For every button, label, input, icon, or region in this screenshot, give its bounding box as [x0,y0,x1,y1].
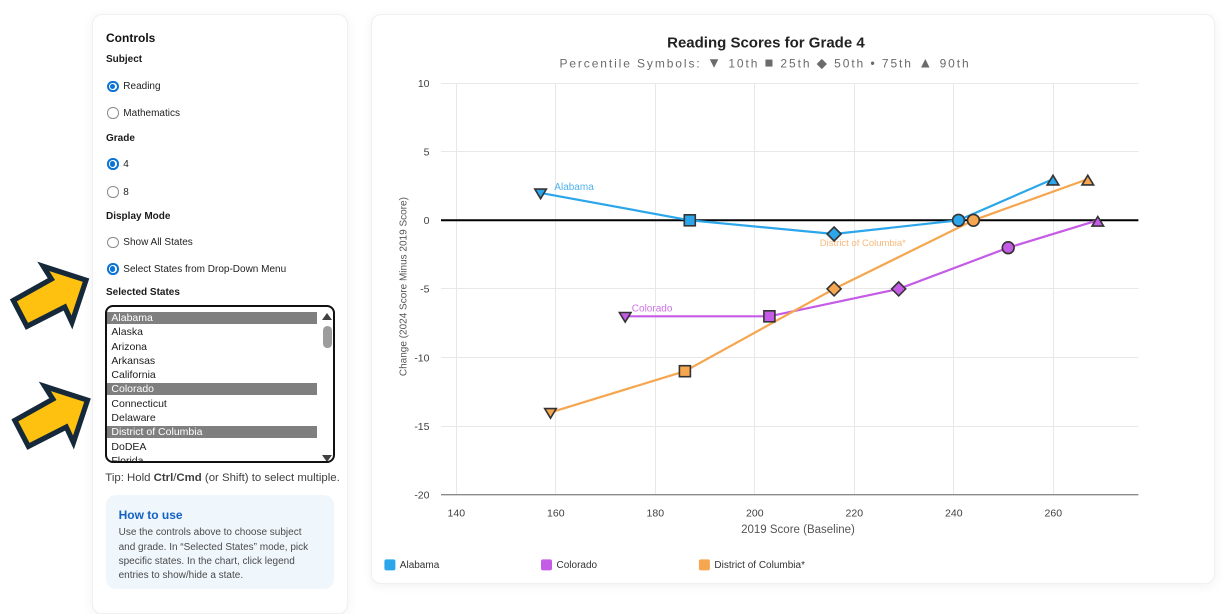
svg-text:160: 160 [547,508,565,520]
svg-text:140: 140 [448,508,466,520]
svg-text:Change (2024 Score Minus 2019: Change (2024 Score Minus 2019 Score) [399,197,410,376]
svg-text:-20: -20 [414,490,429,502]
svg-text:180: 180 [647,508,665,520]
svg-text:0: 0 [424,215,430,227]
svg-text:-15: -15 [414,421,429,433]
svg-text:260: 260 [1045,508,1063,520]
svg-text:200: 200 [746,508,764,520]
svg-text:5: 5 [424,147,430,159]
svg-text:2019 Score (Baseline): 2019 Score (Baseline) [741,524,855,536]
svg-text:Colorado: Colorado [557,560,598,571]
svg-text:-5: -5 [420,284,429,296]
svg-text:220: 220 [846,508,864,520]
svg-text:District of Columbia*: District of Columbia* [714,560,805,571]
svg-text:Alabama: Alabama [554,182,594,193]
svg-text:240: 240 [945,508,963,520]
svg-text:-10: -10 [414,352,429,364]
svg-text:Percentile Symbols: ▼ 10th ■ 2: Percentile Symbols: ▼ 10th ■ 25th ◆ 50th… [559,56,970,72]
svg-text:Reading Scores for Grade 4: Reading Scores for Grade 4 [667,34,865,51]
svg-text:District of Columbia*: District of Columbia* [820,238,906,249]
svg-text:10: 10 [418,78,430,90]
svg-text:Alabama: Alabama [400,560,440,571]
svg-text:Colorado: Colorado [632,303,673,314]
